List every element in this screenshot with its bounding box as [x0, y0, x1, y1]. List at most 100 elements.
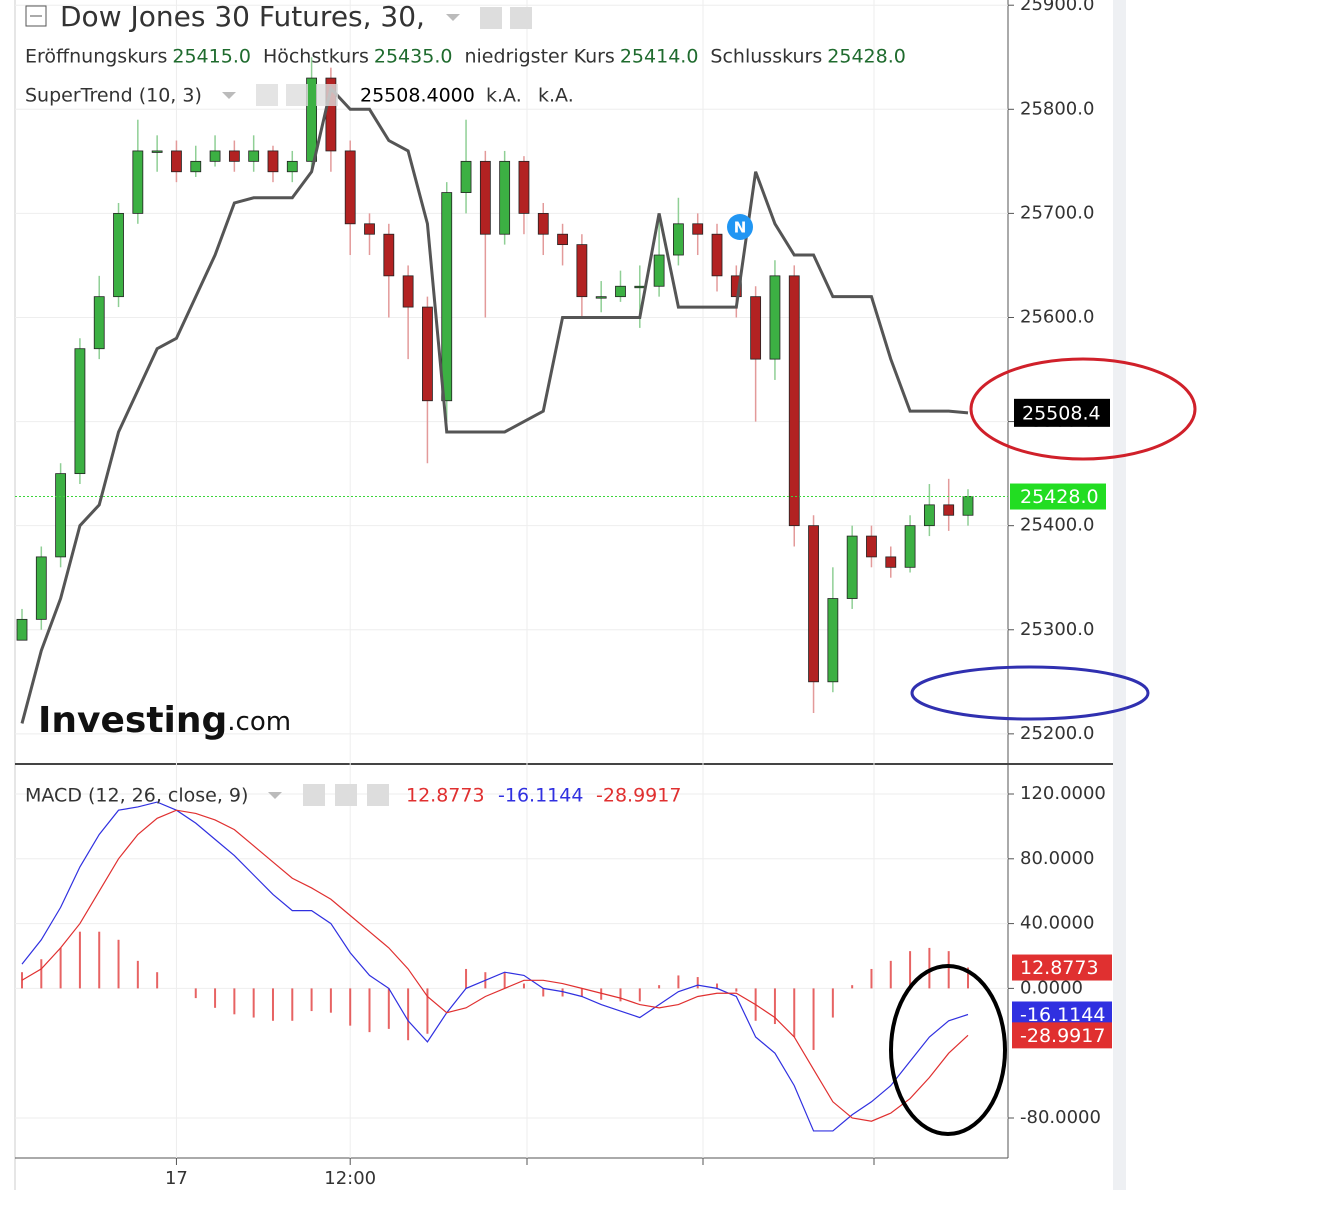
- logo-main: Investing: [38, 700, 227, 741]
- candle-body: [74, 348, 86, 475]
- candle-body: [518, 160, 530, 214]
- ohlc-label: Höchstkurs: [263, 46, 369, 68]
- candle-body: [499, 160, 511, 235]
- ohlc-label: niedrigster Kurs: [464, 46, 614, 68]
- ohlc-label: Eröffnungskurs: [25, 46, 167, 68]
- candle-body: [788, 275, 800, 527]
- candle-body: [692, 223, 704, 235]
- candle-body: [190, 160, 202, 173]
- candle-body: [364, 223, 375, 235]
- settings-icon[interactable]: [286, 84, 308, 106]
- candle-body: [653, 254, 665, 287]
- supertrend-tag: [1014, 398, 1110, 427]
- last-price-label: 25428.0: [1020, 486, 1099, 508]
- ohlc-label: Schlusskurs: [710, 46, 822, 68]
- eye-icon[interactable]: [480, 7, 502, 29]
- candle-body: [460, 160, 472, 193]
- macd-tag: [1012, 954, 1112, 981]
- candle-body: [35, 556, 47, 620]
- y-tick-label: 25800.0: [1020, 98, 1094, 119]
- candle-body: [962, 496, 974, 516]
- candle-body: [750, 296, 762, 360]
- y-tick-label: -80.0000: [1020, 1107, 1101, 1128]
- candle-body: [228, 150, 240, 162]
- candle-body: [615, 285, 626, 298]
- y-tick-label: 40.0000: [1020, 913, 1094, 934]
- macd-tag-label: 12.8773: [1020, 957, 1099, 979]
- macd-tag-label: -28.9917: [1020, 1025, 1105, 1047]
- logo-suffix: .com: [227, 707, 291, 737]
- event-marker: [727, 214, 753, 240]
- macd-tag-label: -16.1144: [1020, 1004, 1105, 1026]
- candle-body: [923, 504, 935, 527]
- dropdown[interactable]: [446, 14, 460, 21]
- settings-icon[interactable]: [510, 7, 532, 29]
- collapse-icon[interactable]: [25, 5, 47, 27]
- candle-body: [55, 473, 67, 558]
- candle-body: [132, 150, 144, 214]
- y-tick-label: 25300.0: [1020, 619, 1094, 640]
- y-tick-label: 25600.0: [1020, 306, 1094, 327]
- candle-body: [827, 598, 839, 683]
- candle-body: [943, 504, 955, 516]
- candle-body: [267, 150, 279, 173]
- ohlc-value: 25415.0: [172, 46, 251, 68]
- candle-body: [846, 535, 858, 599]
- eye-icon[interactable]: [303, 784, 325, 806]
- candle-body: [595, 296, 607, 299]
- candle-body: [113, 212, 124, 298]
- scroll-strip: [1113, 0, 1126, 1190]
- candle-body: [537, 212, 549, 235]
- candle-body: [16, 618, 28, 641]
- chart-title: Dow Jones 30 Futures, 30,: [60, 0, 425, 33]
- supertrend-line: [20, 85, 969, 724]
- candle-body: [402, 275, 414, 308]
- supertrend-name: SuperTrend (10, 3): [25, 85, 202, 107]
- macd-tag: [1012, 1022, 1112, 1049]
- candle-body: [866, 535, 877, 558]
- annotation-ellipse: [910, 665, 1150, 721]
- y-tick-label: 0.0000: [1020, 977, 1083, 998]
- dropdown[interactable]: [268, 792, 282, 799]
- x-tick-label: 17: [165, 1168, 188, 1189]
- macd-name: MACD (12, 26, close, 9): [25, 785, 248, 807]
- y-tick-label: 25400.0: [1020, 515, 1094, 536]
- candle-body: [441, 192, 453, 402]
- candle-body: [151, 150, 163, 153]
- dropdown[interactable]: [222, 92, 236, 99]
- candle-body: [634, 285, 646, 289]
- logo: Investing.com: [38, 700, 291, 741]
- close-icon[interactable]: [367, 784, 389, 806]
- candle-body: [673, 223, 684, 256]
- y-tick-label: 25700.0: [1020, 202, 1094, 223]
- macd-legend-value: -16.1144: [498, 785, 583, 807]
- candle-body: [93, 296, 105, 350]
- candle-body: [904, 525, 916, 568]
- close-icon[interactable]: [316, 84, 338, 106]
- marks: 25200.025300.025400.025500.025600.025700…: [15, 0, 1112, 1189]
- y-tick-label: 25900.0: [1020, 0, 1094, 15]
- candle-body: [422, 306, 433, 402]
- settings-icon[interactable]: [335, 784, 357, 806]
- supertrend-value: 25508.4000: [360, 85, 475, 107]
- supertrend-tag-label: 25508.4: [1022, 402, 1101, 424]
- candle-body: [209, 150, 221, 162]
- candle-body: [808, 525, 819, 683]
- candle-body: [711, 233, 723, 277]
- candle-body: [344, 150, 356, 225]
- ohlc-value: 25435.0: [374, 46, 453, 68]
- macd-legend-value: -28.9917: [596, 785, 681, 807]
- macd-legend-value: 12.8773: [406, 785, 485, 807]
- y-tick-label: 120.0000: [1020, 783, 1106, 804]
- supertrend-extra: k.A.: [538, 85, 574, 107]
- candle-body: [286, 160, 298, 173]
- x-tick-label: 12:00: [324, 1168, 376, 1189]
- candle-body: [171, 150, 182, 173]
- candle-body: [576, 244, 588, 298]
- ohlc-value: 25428.0: [827, 46, 906, 68]
- eye-icon[interactable]: [256, 84, 278, 106]
- annotation-ellipse: [889, 964, 1007, 1136]
